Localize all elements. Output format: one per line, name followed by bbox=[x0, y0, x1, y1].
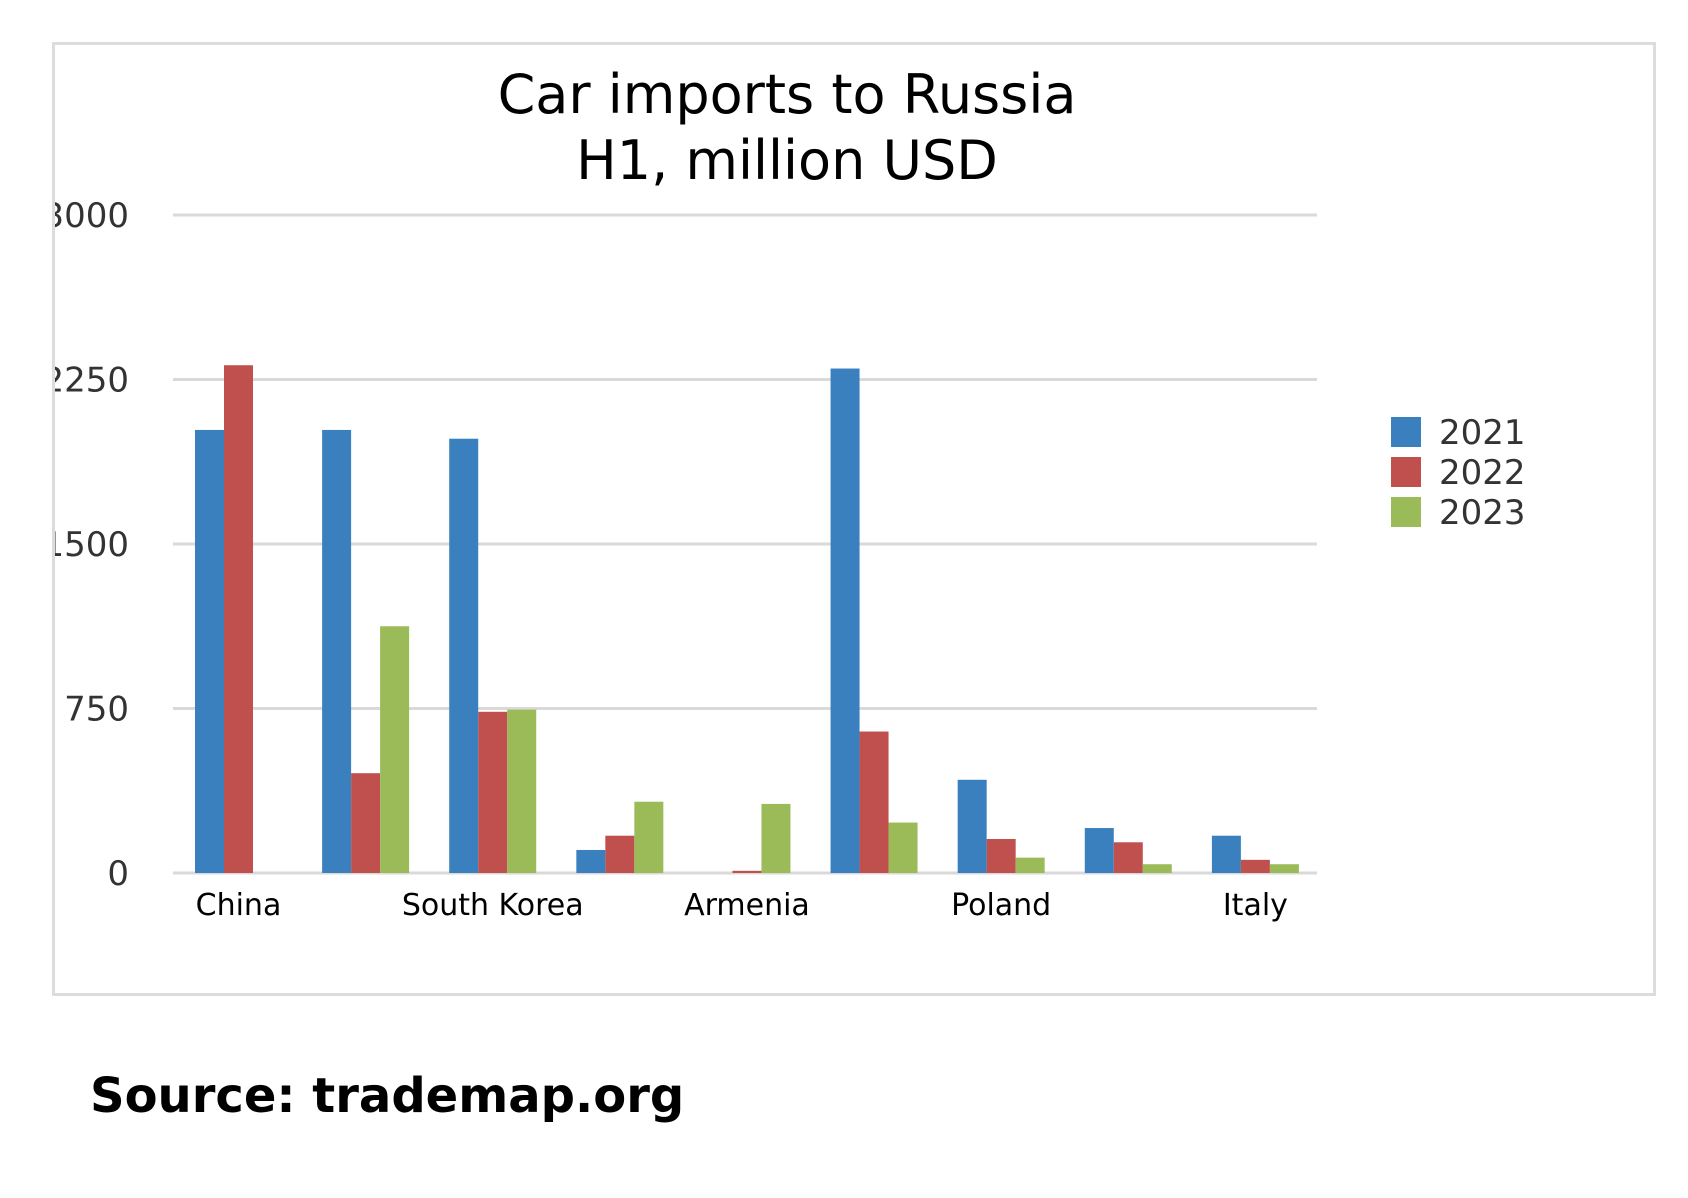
legend-label: 2022 bbox=[1439, 453, 1526, 493]
bar-2022-6 bbox=[986, 839, 1016, 873]
legend-swatch-2023 bbox=[1391, 497, 1421, 527]
legend-swatch-2021 bbox=[1391, 417, 1421, 447]
y-tick-label: 750 bbox=[64, 690, 129, 730]
y-axis-ticks: 0 750 1500 2250 3000 bbox=[55, 196, 129, 894]
bar-2023-4 bbox=[761, 803, 791, 873]
y-tick-label: 0 bbox=[107, 854, 129, 894]
bar-2023-3 bbox=[634, 801, 664, 873]
bar-2023-6 bbox=[1015, 857, 1045, 873]
chart-title-line: Car imports to Russia bbox=[498, 63, 1077, 126]
bar-2022-3 bbox=[605, 835, 635, 873]
bar-2022-1 bbox=[351, 773, 381, 873]
bar-2021-5 bbox=[830, 368, 860, 873]
bar-2023-1 bbox=[380, 626, 410, 873]
y-tick-label: 1500 bbox=[55, 525, 129, 565]
bar-2021-7 bbox=[1084, 828, 1114, 873]
bar-2023-2 bbox=[507, 709, 537, 873]
bar-2021-6 bbox=[957, 779, 987, 873]
legend-label: 2023 bbox=[1439, 493, 1526, 533]
bar-2021-8 bbox=[1211, 835, 1241, 873]
bar-2021-2 bbox=[449, 438, 479, 873]
y-tick-label: 2250 bbox=[55, 361, 129, 401]
bar-2023-5 bbox=[888, 822, 918, 873]
chart-frame: Car imports to Russia H1, million USD 0 75… bbox=[52, 42, 1656, 996]
bar-2023-8 bbox=[1269, 864, 1299, 873]
source-note: Source: trademap.org bbox=[90, 1068, 685, 1124]
bar-2022-2 bbox=[478, 711, 508, 873]
bar-2022-4 bbox=[732, 870, 762, 873]
x-tick-label: Italy bbox=[1223, 888, 1288, 923]
y-tick-label: 3000 bbox=[55, 196, 129, 236]
legend-swatch-2022 bbox=[1391, 457, 1421, 487]
bar-2021-3 bbox=[576, 849, 606, 873]
bar-2023-7 bbox=[1142, 864, 1172, 873]
x-tick-label: Armenia bbox=[684, 888, 810, 923]
legend-label: 2021 bbox=[1439, 413, 1526, 453]
x-tick-label: China bbox=[196, 888, 282, 923]
bar-2022-7 bbox=[1113, 842, 1143, 873]
bars bbox=[195, 365, 1299, 873]
bar-2022-5 bbox=[859, 731, 889, 873]
x-tick-label: Poland bbox=[951, 888, 1051, 923]
x-tick-label: South Korea bbox=[402, 888, 584, 923]
bar-2021-0 bbox=[195, 429, 224, 873]
bar-2021-1 bbox=[322, 429, 352, 873]
bar-2022-0 bbox=[224, 365, 253, 873]
x-axis-labels: China South Korea Armenia Poland Italy bbox=[196, 888, 1288, 923]
bar-2022-8 bbox=[1240, 859, 1270, 873]
chart-title-line: H1, million USD bbox=[576, 129, 998, 192]
